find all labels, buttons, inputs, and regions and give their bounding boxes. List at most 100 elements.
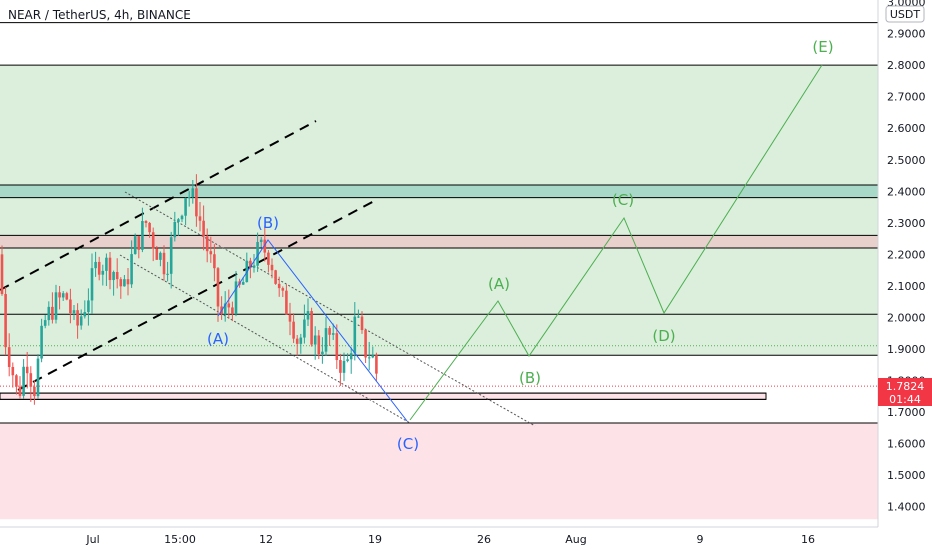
candle-body[interactable] bbox=[202, 220, 205, 237]
candle-body[interactable] bbox=[108, 257, 112, 281]
currency-badge[interactable]: USDT bbox=[885, 5, 925, 23]
candle-body[interactable] bbox=[353, 316, 357, 354]
candle-body[interactable] bbox=[274, 270, 277, 284]
candle-body[interactable] bbox=[58, 292, 61, 298]
candle-body[interactable] bbox=[277, 283, 281, 289]
candle-body[interactable] bbox=[349, 353, 353, 360]
candle-body[interactable] bbox=[263, 239, 267, 253]
candle-body[interactable] bbox=[144, 220, 148, 223]
candle-body[interactable] bbox=[313, 335, 317, 345]
candle-body[interactable] bbox=[184, 198, 187, 216]
candle-body[interactable] bbox=[29, 373, 33, 387]
candle-body[interactable] bbox=[187, 197, 191, 199]
zone-green-0[interactable] bbox=[0, 65, 878, 356]
candle-body[interactable] bbox=[15, 375, 18, 387]
candle-body[interactable] bbox=[331, 333, 335, 335]
candle-body[interactable] bbox=[360, 316, 364, 331]
candle-body[interactable] bbox=[357, 316, 360, 318]
candle-body[interactable] bbox=[335, 333, 339, 361]
candle-body[interactable] bbox=[101, 270, 105, 275]
candle-body[interactable] bbox=[198, 216, 202, 221]
candle-body[interactable] bbox=[306, 311, 310, 320]
candle-body[interactable] bbox=[123, 279, 126, 287]
candle-body[interactable] bbox=[295, 338, 299, 344]
candle-body[interactable] bbox=[61, 293, 65, 298]
candle-body[interactable] bbox=[249, 260, 252, 268]
candle-body[interactable] bbox=[223, 303, 227, 314]
candle-body[interactable] bbox=[141, 220, 144, 250]
candle-body[interactable] bbox=[105, 257, 108, 271]
candle-body[interactable] bbox=[130, 254, 133, 285]
candle-body[interactable] bbox=[213, 254, 216, 269]
candle-body[interactable] bbox=[310, 311, 313, 345]
candle-body[interactable] bbox=[65, 293, 69, 300]
candle-body[interactable] bbox=[209, 251, 213, 255]
candle-body[interactable] bbox=[83, 312, 87, 317]
candle-body[interactable] bbox=[47, 306, 51, 321]
candle-body[interactable] bbox=[43, 320, 47, 326]
candle-body[interactable] bbox=[69, 299, 72, 314]
candle-body[interactable] bbox=[119, 279, 123, 287]
candle-body[interactable] bbox=[40, 325, 43, 359]
candle-body[interactable] bbox=[72, 310, 76, 314]
candle-body[interactable] bbox=[177, 219, 180, 222]
zone-pink-2[interactable] bbox=[0, 235, 878, 249]
candle-body[interactable] bbox=[367, 357, 371, 359]
candle-body[interactable] bbox=[18, 386, 22, 396]
candle-body[interactable] bbox=[25, 366, 29, 374]
candle-body[interactable] bbox=[112, 271, 115, 281]
candle-body[interactable] bbox=[342, 360, 346, 373]
candle-body[interactable] bbox=[173, 221, 177, 238]
zone-red-3[interactable] bbox=[0, 423, 878, 520]
candle-body[interactable] bbox=[159, 252, 162, 260]
candle-body[interactable] bbox=[227, 303, 231, 308]
history-wave-line[interactable] bbox=[217, 239, 408, 422]
zone-teal-1[interactable] bbox=[0, 184, 878, 198]
candle-body[interactable] bbox=[205, 236, 209, 252]
candle-body[interactable] bbox=[115, 271, 119, 280]
candle-body[interactable] bbox=[133, 236, 137, 255]
candle-body[interactable] bbox=[166, 273, 169, 275]
candle-body[interactable] bbox=[90, 268, 94, 301]
candle-body[interactable] bbox=[317, 335, 321, 355]
candle-body[interactable] bbox=[162, 252, 166, 275]
candle-body[interactable] bbox=[346, 359, 349, 361]
candle-body[interactable] bbox=[4, 294, 7, 348]
candle-body[interactable] bbox=[303, 319, 306, 338]
candle-body[interactable] bbox=[137, 236, 141, 250]
candle-body[interactable] bbox=[0, 254, 4, 295]
candle-body[interactable] bbox=[7, 347, 11, 367]
candle-body[interactable] bbox=[36, 358, 40, 397]
candle-body[interactable] bbox=[76, 310, 79, 326]
candle-body[interactable] bbox=[169, 237, 173, 274]
candle-body[interactable] bbox=[151, 232, 155, 249]
candle-body[interactable] bbox=[126, 279, 130, 285]
candle-body[interactable] bbox=[259, 239, 263, 243]
candle-body[interactable] bbox=[288, 314, 292, 322]
candle-body[interactable] bbox=[11, 366, 15, 376]
candle-body[interactable] bbox=[148, 222, 151, 233]
candle-body[interactable] bbox=[231, 307, 234, 314]
candle-body[interactable] bbox=[22, 366, 25, 396]
candle-body[interactable] bbox=[281, 288, 285, 291]
candle-body[interactable] bbox=[285, 290, 288, 315]
candle-body[interactable] bbox=[33, 386, 36, 397]
candle-body[interactable] bbox=[97, 261, 101, 275]
candle-body[interactable] bbox=[234, 281, 238, 314]
candle-body[interactable] bbox=[216, 268, 220, 307]
candle-body[interactable] bbox=[195, 188, 198, 217]
candle-body[interactable] bbox=[299, 337, 303, 344]
candle-body[interactable] bbox=[79, 316, 83, 326]
candle-body[interactable] bbox=[155, 248, 159, 260]
candle-body[interactable] bbox=[321, 351, 324, 355]
channel-upper-line[interactable] bbox=[0, 120, 317, 291]
candle-body[interactable] bbox=[191, 188, 195, 198]
zone-red_outline-4[interactable] bbox=[0, 392, 767, 400]
candle-body[interactable] bbox=[252, 265, 256, 268]
candle-body[interactable] bbox=[94, 261, 97, 269]
candle-body[interactable] bbox=[180, 215, 184, 220]
candle-body[interactable] bbox=[54, 292, 58, 320]
dotted-channel-upper[interactable] bbox=[124, 191, 536, 427]
candle-body[interactable] bbox=[267, 252, 270, 265]
